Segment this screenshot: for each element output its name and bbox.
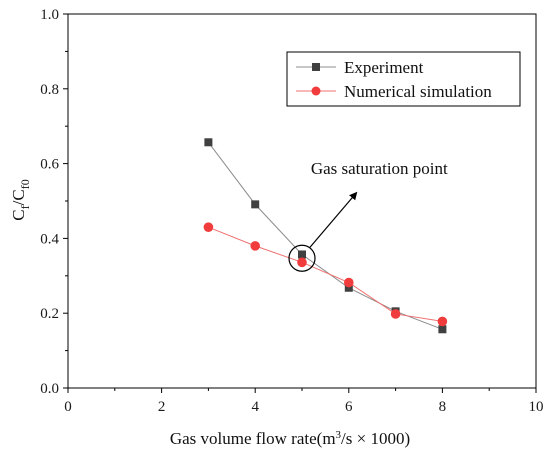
saturation-circle (288, 244, 316, 272)
legend: Experiment Numerical simulation (286, 51, 521, 107)
x-tick-label: 2 (158, 399, 166, 415)
y-tick-label: 0.0 (40, 381, 59, 397)
x-axis: 0 2 4 6 8 10 (64, 388, 544, 415)
annotation-arrow (309, 191, 358, 248)
y-tick-label: 0.4 (40, 231, 59, 247)
legend-item-experiment: Experiment (296, 58, 424, 77)
x-tick-label: 0 (64, 399, 72, 415)
legend-marker-experiment (312, 63, 320, 71)
legend-box (286, 51, 521, 107)
series-numerical-simulation (203, 222, 448, 327)
y-tick-label: 0.6 (40, 157, 59, 173)
series-line (208, 226, 443, 322)
data-point (298, 250, 306, 259)
x-tick-label: 10 (529, 399, 544, 415)
y-axis: 0.0 0.2 0.4 0.6 0.8 1.0 (40, 7, 68, 397)
data-point (437, 316, 448, 327)
annotation-label: Gas saturation point (311, 159, 448, 178)
series-layer (203, 138, 448, 334)
data-point (251, 200, 260, 209)
data-point (250, 241, 260, 251)
data-point (297, 257, 307, 268)
data-point (344, 283, 353, 292)
data-point (344, 277, 354, 288)
y-tick-label: 1.0 (40, 7, 59, 23)
x-axis-title: Gas volume flow rate(m3/s × 1000) (170, 429, 410, 448)
annotation: Gas saturation point (288, 159, 448, 272)
legend-item-simulation: Numerical simulation (296, 82, 492, 101)
data-point (203, 222, 214, 232)
data-point (390, 309, 401, 319)
series-line (208, 141, 443, 330)
y-tick-label: 0.8 (40, 82, 59, 98)
data-point (204, 138, 213, 147)
legend-marker-simulation (311, 86, 321, 96)
x-tick-label: 8 (439, 399, 447, 415)
data-point (438, 325, 447, 334)
legend-label-experiment: Experiment (344, 58, 424, 77)
y-axis-title: Cf/Cf0 (9, 179, 32, 220)
y-tick-label: 0.2 (40, 306, 59, 322)
plot-area: 0 2 4 6 8 10 0.0 0.2 0.4 0.6 0.8 1.0 Gas saturatio… (40, 7, 543, 415)
x-tick-label: 6 (345, 399, 353, 415)
x-tick-label: 4 (251, 399, 259, 415)
legend-label-simulation: Numerical simulation (344, 82, 492, 101)
